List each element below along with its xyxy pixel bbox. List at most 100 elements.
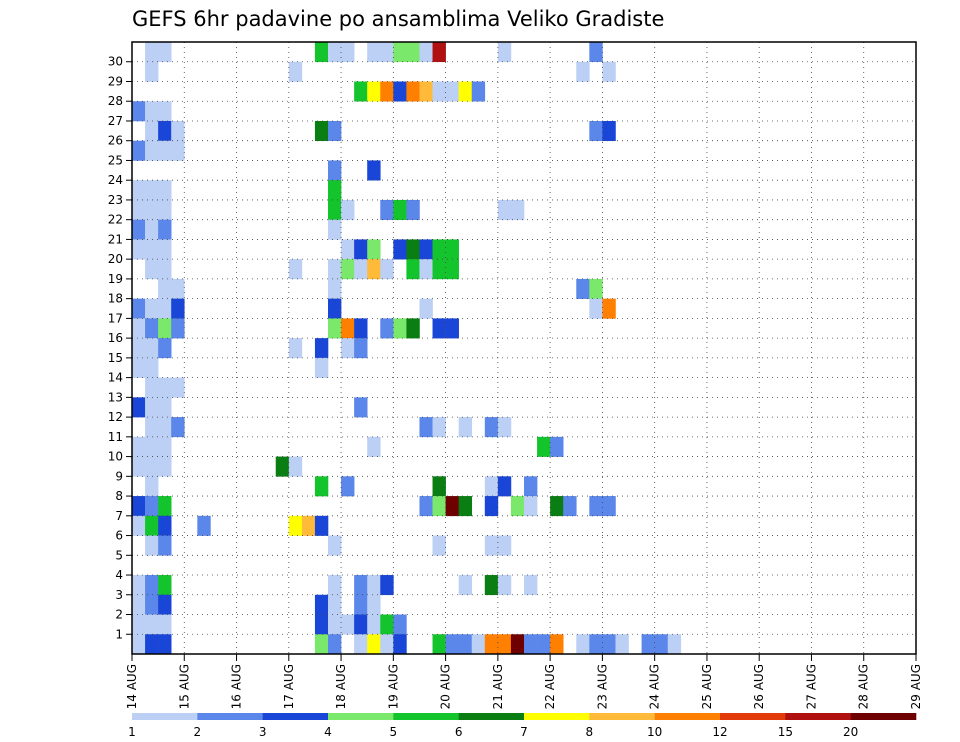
heat-cell — [432, 259, 446, 280]
heat-cell — [158, 338, 172, 359]
heat-cell — [432, 634, 446, 655]
heat-cell — [328, 318, 342, 339]
x-tick-label: 15 AUG — [177, 664, 191, 709]
heat-cell — [367, 594, 381, 615]
heat-cell — [145, 101, 159, 122]
heat-cell — [158, 259, 172, 280]
heat-cell — [145, 417, 159, 438]
heat-cell — [328, 594, 342, 615]
heat-cell — [576, 634, 590, 655]
y-tick-label: 22 — [108, 213, 123, 227]
heat-cell — [158, 634, 172, 655]
heat-cell — [301, 515, 316, 536]
heat-cell — [132, 456, 146, 477]
heat-cell — [367, 614, 381, 635]
heat-cell — [354, 318, 368, 339]
heat-cell — [145, 397, 159, 418]
heat-cell — [288, 259, 303, 280]
heat-cell — [145, 436, 159, 457]
colorbar-swatch — [393, 713, 459, 720]
y-tick-label: 10 — [108, 450, 123, 464]
heat-cell — [380, 614, 394, 635]
heat-cell — [132, 594, 146, 615]
heat-cell — [171, 377, 185, 398]
heat-cell — [406, 81, 420, 102]
heat-cell — [328, 180, 342, 201]
heat-cell — [445, 239, 459, 260]
heat-cell — [341, 318, 355, 339]
heat-cell — [432, 81, 446, 102]
heat-cell — [145, 61, 159, 82]
heat-cell — [354, 81, 368, 102]
heat-cell — [458, 417, 473, 438]
heat-cell — [393, 42, 407, 63]
heat-cell — [171, 140, 185, 161]
colorbar-label: 15 — [778, 725, 793, 739]
heat-cell — [328, 278, 342, 299]
heat-cell — [132, 496, 146, 517]
heat-cell — [406, 318, 420, 339]
heat-cell — [328, 298, 342, 319]
x-tick-label: 23 AUG — [595, 664, 609, 709]
y-tick-label: 8 — [115, 489, 123, 503]
x-tick-label: 27 AUG — [804, 664, 818, 709]
x-tick-label: 29 AUG — [909, 664, 923, 709]
heat-cell — [354, 575, 368, 596]
heat-cell — [380, 81, 394, 102]
x-tick-label: 25 AUG — [700, 664, 714, 709]
colorbar-label: 2 — [194, 725, 202, 739]
heat-cell — [602, 61, 616, 82]
y-tick-label: 2 — [115, 608, 123, 622]
heat-cell — [550, 436, 564, 457]
heat-cell — [328, 42, 342, 63]
heat-cell — [393, 199, 407, 220]
heat-cell — [132, 515, 146, 536]
colorbar-swatch — [458, 713, 525, 720]
colorbar-label: 5 — [390, 725, 398, 739]
heat-cell — [576, 278, 590, 299]
heat-cell — [406, 42, 420, 63]
heat-cell — [171, 298, 185, 319]
heat-cell — [484, 634, 499, 655]
heat-cell — [145, 476, 159, 497]
heat-cell — [419, 259, 433, 280]
heat-cell — [354, 594, 368, 615]
heat-cell — [197, 515, 211, 536]
heat-cell — [314, 515, 329, 536]
heat-cell — [145, 515, 159, 536]
colorbar-swatch — [654, 713, 721, 720]
heat-cell — [171, 120, 185, 142]
y-tick-label: 18 — [108, 292, 123, 306]
heat-cell — [145, 496, 159, 517]
heat-cell — [589, 120, 603, 142]
heat-cell — [471, 634, 486, 655]
y-tick-label: 15 — [108, 351, 123, 365]
x-tick-label: 24 AUG — [648, 664, 662, 709]
heat-cell — [158, 318, 172, 339]
heat-cell — [445, 496, 459, 517]
heat-cell — [654, 634, 669, 655]
heat-cell — [563, 496, 577, 517]
colorbar-swatch — [197, 713, 263, 720]
heat-cell — [341, 476, 355, 497]
x-tick-label: 18 AUG — [334, 664, 348, 709]
heat-cell — [550, 634, 564, 655]
colorbar-label: 7 — [520, 725, 528, 739]
y-tick-label: 14 — [108, 371, 123, 385]
y-tick-label: 12 — [108, 410, 123, 424]
heat-cell — [171, 417, 185, 438]
heat-cell — [393, 318, 407, 339]
heat-cell — [328, 535, 342, 556]
heat-cell — [497, 575, 512, 596]
heat-cell — [524, 496, 538, 517]
heat-cell — [380, 259, 394, 280]
y-tick-label: 21 — [108, 232, 123, 246]
heat-cell — [419, 496, 433, 517]
heat-cell — [328, 199, 342, 220]
grid-layer — [132, 42, 916, 654]
heat-cell — [589, 42, 603, 63]
heat-cell — [432, 239, 446, 260]
heat-cell — [458, 81, 473, 102]
heat-cell — [341, 239, 355, 260]
heat-cell — [314, 338, 329, 359]
